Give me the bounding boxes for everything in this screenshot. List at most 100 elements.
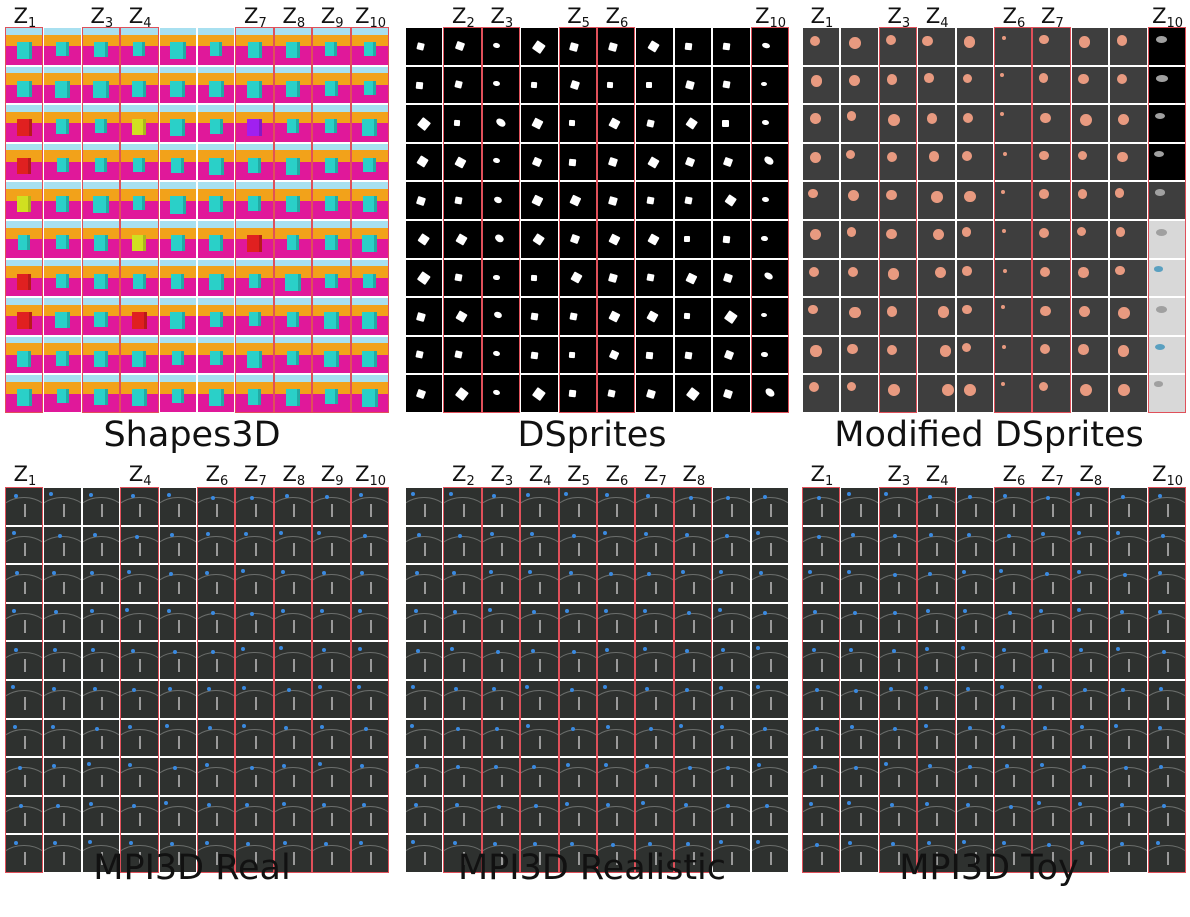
sky-region — [6, 221, 43, 233]
sky-region — [274, 143, 312, 156]
table-arc — [198, 612, 235, 641]
table-arc — [236, 651, 273, 679]
object-marker — [606, 725, 611, 730]
robot-arm — [24, 620, 27, 634]
grid-cell — [274, 28, 312, 65]
grid-cell — [751, 28, 788, 65]
latent-label-base: Z — [810, 462, 826, 486]
grid-cell — [159, 259, 196, 297]
object-marker — [683, 802, 688, 807]
robot-arm — [616, 813, 619, 827]
table-arc — [713, 497, 750, 525]
grid-cell — [44, 105, 81, 142]
robot-arm — [100, 658, 103, 672]
latent-label-base: Z — [13, 462, 29, 486]
panel-title: MPI3D Realistic — [457, 848, 727, 888]
sky-region — [198, 375, 235, 388]
grid-cell — [313, 298, 350, 335]
sprite-shape — [415, 350, 425, 360]
table-arc — [351, 651, 388, 679]
table-arc — [82, 844, 120, 872]
grid-cell — [598, 603, 635, 641]
table-arc — [159, 690, 196, 718]
sprite-shape — [492, 350, 501, 358]
grid-cell — [1033, 835, 1070, 872]
table-arc — [841, 574, 878, 602]
grid-cell — [236, 526, 273, 564]
table-arc — [351, 690, 388, 718]
object-marker — [492, 494, 497, 499]
object-marker — [755, 646, 760, 651]
table-arc — [995, 767, 1032, 795]
robot-arm — [1166, 697, 1169, 711]
sprite-shape — [415, 311, 426, 322]
object-shape — [131, 312, 147, 330]
grid-cell — [236, 259, 273, 297]
object-shape — [363, 41, 376, 57]
grid-cell — [236, 835, 273, 872]
table-arc — [482, 497, 520, 525]
grid-cell — [313, 375, 350, 412]
robot-arm — [654, 620, 657, 634]
object-marker — [572, 649, 577, 654]
latent-label-base: Z — [605, 462, 621, 486]
robot-arm — [897, 851, 900, 865]
grid-cell — [351, 758, 388, 795]
table-arc — [82, 574, 120, 602]
grid-cell — [521, 105, 558, 142]
wall-region — [274, 188, 312, 201]
object-marker — [813, 764, 818, 769]
table-arc — [713, 535, 750, 564]
ball-shape — [1115, 265, 1125, 275]
object-marker — [241, 646, 246, 651]
grid-cell — [956, 105, 993, 142]
robot-arm — [24, 581, 27, 595]
robot-arm — [821, 813, 824, 827]
grid-cell — [82, 603, 120, 641]
table-arc — [918, 844, 955, 872]
object-marker — [884, 762, 889, 767]
object-shape — [248, 273, 261, 288]
grid-cell — [82, 298, 120, 335]
sprite-shape — [569, 351, 576, 359]
object-marker — [13, 840, 18, 845]
table-arc — [956, 767, 993, 795]
robot-arm — [1089, 697, 1092, 711]
object-marker — [242, 724, 247, 729]
grid-cell — [995, 526, 1032, 564]
grid-cell — [482, 66, 520, 104]
object-marker — [929, 533, 934, 538]
robot-arm — [731, 774, 734, 788]
object-shape — [132, 350, 147, 367]
robot-arm — [216, 813, 219, 827]
object-marker — [759, 570, 764, 575]
object-shape — [324, 234, 339, 251]
robot-arm — [462, 620, 465, 634]
robot-arm — [177, 813, 180, 827]
table-arc — [598, 844, 635, 872]
object-marker — [967, 494, 972, 499]
grid-cell — [879, 796, 917, 834]
grid-cell — [1033, 796, 1070, 834]
table-arc — [482, 805, 520, 834]
ball-shape — [1001, 189, 1006, 194]
robot-arm — [177, 581, 180, 595]
grid-cell — [918, 28, 955, 65]
grid-cell — [879, 182, 917, 219]
grid-cell — [44, 182, 81, 219]
robot-arm — [1013, 543, 1016, 556]
table-arc — [559, 767, 596, 795]
grid-cell — [598, 375, 635, 412]
wall-region — [351, 111, 388, 124]
grid-cell — [751, 681, 788, 718]
sprite-shape — [645, 351, 653, 359]
latent-label-index: 1 — [825, 16, 834, 31]
robot-arm — [731, 504, 734, 518]
grid-cell — [236, 603, 273, 641]
sky-region — [236, 375, 273, 388]
object-shape — [286, 196, 300, 213]
robot-arm — [577, 697, 580, 711]
sprite-shape — [531, 156, 543, 168]
grid-cell — [841, 488, 878, 525]
grid-cell — [598, 336, 635, 374]
